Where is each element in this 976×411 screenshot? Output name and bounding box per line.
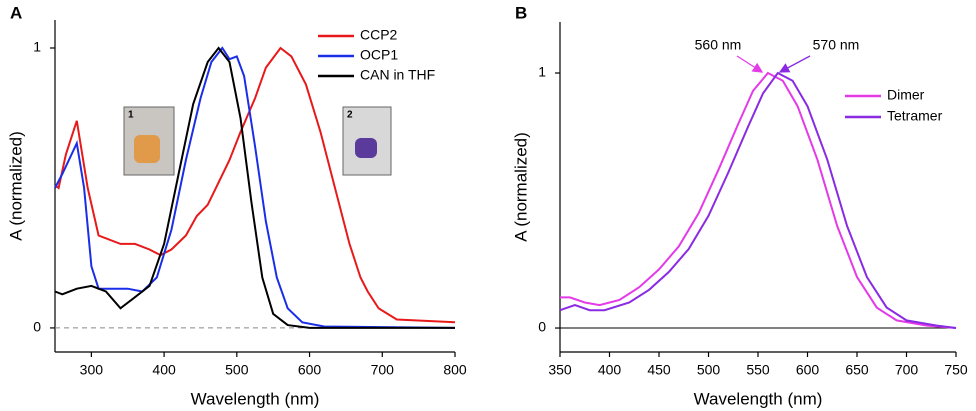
legend-label: CCP2: [360, 27, 398, 43]
y-tick-label: 1: [33, 39, 41, 55]
annotation-arrow: [736, 55, 764, 73]
series-line: [559, 71, 957, 329]
inset-label: 2: [347, 110, 353, 121]
x-tick-label: 600: [796, 362, 820, 378]
panel-label: A: [10, 3, 22, 22]
x-tick-label: 400: [598, 362, 622, 378]
x-tick-label: 700: [371, 362, 395, 378]
annotation: 560 nm: [695, 37, 742, 53]
x-axis-label: Wavelength (nm): [191, 389, 320, 408]
x-tick-label: 500: [225, 362, 249, 378]
x-tick-label: 300: [80, 362, 104, 378]
annotation: 570 nm: [813, 37, 860, 53]
inset-label: 1: [128, 110, 134, 121]
annotation-arrow: [778, 55, 811, 73]
x-tick-label: 750: [944, 362, 968, 378]
x-tick-label: 550: [746, 362, 770, 378]
panel-label: B: [515, 3, 527, 22]
legend-label: Tetramer: [887, 108, 943, 124]
x-axis-label: Wavelength (nm): [694, 389, 823, 408]
series-line: [560, 71, 957, 329]
inset-sample: [134, 135, 160, 163]
x-tick-label: 800: [443, 362, 467, 378]
legend-label: OCP1: [360, 47, 398, 63]
x-tick-label: 700: [895, 362, 919, 378]
legend-label: Dimer: [887, 87, 925, 103]
x-tick-label: 400: [152, 362, 176, 378]
series-line: [54, 46, 456, 329]
x-tick-label: 500: [697, 362, 721, 378]
x-tick-label: 650: [845, 362, 869, 378]
legend-label: CAN in THF: [360, 67, 435, 83]
x-tick-label: 600: [298, 362, 322, 378]
y-axis-label: A (normalized): [511, 132, 530, 242]
x-tick-label: 450: [647, 362, 671, 378]
series-line: [54, 46, 456, 324]
y-tick-label: 0: [33, 319, 41, 335]
y-tick-label: 1: [538, 64, 546, 80]
x-tick-label: 350: [548, 362, 572, 378]
y-tick-label: 0: [538, 319, 546, 335]
series-line: [54, 46, 455, 329]
y-axis-label: A (normalized): [6, 131, 25, 241]
inset-sample: [355, 138, 377, 158]
